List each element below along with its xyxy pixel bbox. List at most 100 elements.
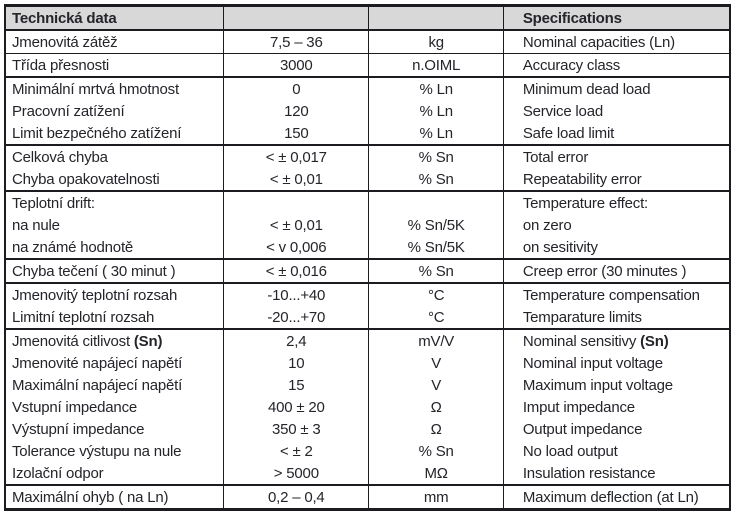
table-row: Limitní teplotní rozsah -20...+70 °C Tempar…	[5, 306, 730, 329]
table-row: na známé hodnotě < v 0,006% Sn/5K on sesit…	[5, 236, 730, 259]
table-row: Jmenovitá citlivost (Sn) 2,4 mV/V Nominal s…	[5, 329, 730, 352]
english-label-cell: on sesitivity	[522, 238, 598, 256]
table-row: Limit bezpečného zatížení 150% Ln Safe loa…	[5, 122, 730, 145]
unit-cell: kg	[368, 30, 504, 54]
english-label-cell: Nominal input voltage	[522, 354, 663, 372]
unit-cell: Ω	[368, 418, 504, 440]
value-cell: 7,5 – 36	[223, 30, 370, 54]
unit-cell: % Ln	[368, 122, 504, 145]
czech-label-cell: Jmenovité napájecí napětí	[5, 352, 225, 374]
unit-cell: % Sn/5K	[368, 214, 504, 236]
unit-cell: V	[368, 374, 504, 396]
czech-label-cell: Třída přesnosti	[5, 53, 225, 77]
value-cell: < ± 0,017	[223, 145, 370, 168]
unit-cell: % Sn	[368, 440, 504, 462]
value-cell: < ± 0,016	[223, 259, 370, 283]
table-row: Minimální mrtvá hmotnost 0% Ln Minimum dea…	[5, 77, 730, 100]
value-cell: 0	[223, 77, 370, 100]
english-label-cell: on zero	[522, 216, 572, 234]
value-cell	[223, 191, 370, 214]
table-row: na nule < ± 0,01% Sn/5K on zero	[5, 214, 730, 236]
english-label-cell: Temperature compensation	[522, 286, 700, 304]
table-row: Tolerance výstupu na nule < ± 2% Sn No loa…	[5, 440, 730, 462]
header-english-title: Specifications	[522, 9, 622, 27]
table-row: Pracovní zatížení 120% Ln Service load	[5, 100, 730, 122]
english-label-cell: Insulation resistance	[522, 464, 656, 482]
value-cell: < ± 2	[223, 440, 370, 462]
czech-label-cell: Chyba opakovatelnosti	[5, 168, 225, 191]
english-label-cell: Service load	[522, 102, 603, 120]
value-cell: 0,2 – 0,4	[223, 485, 370, 510]
table-row: Jmenovitá zátěž 7,5 – 36 kg Nominal capacit…	[5, 30, 730, 54]
english-label-cell: Minimum dead load	[522, 80, 651, 98]
unit-cell: n.OIML	[368, 53, 504, 77]
unit-cell: V	[368, 352, 504, 374]
czech-label-cell: Jmenovitá citlivost (Sn)	[5, 329, 225, 352]
unit-cell: % Ln	[368, 100, 504, 122]
unit-cell: MΩ	[368, 462, 504, 485]
english-label-cell: Temparature limits	[522, 308, 642, 326]
czech-label-cell: Tolerance výstupu na nule	[5, 440, 225, 462]
english-label-cell: Imput impedance	[522, 398, 635, 416]
czech-label-cell: na nule	[5, 214, 225, 236]
unit-cell: mV/V	[368, 329, 504, 352]
english-label-cell: Repeatability error	[522, 170, 642, 188]
english-label-cell: Output impedance	[522, 420, 643, 438]
unit-cell: % Ln	[368, 77, 504, 100]
english-label-cell: Accuracy class	[522, 56, 621, 74]
table-row: Celková chyba < ± 0,017% Sn Total error	[5, 145, 730, 168]
value-cell: -10...+40	[223, 283, 370, 306]
value-cell: > 5000	[223, 462, 370, 485]
value-cell: -20...+70	[223, 306, 370, 329]
value-cell: 400 ± 20	[223, 396, 370, 418]
table-row: Maximální ohyb ( na Ln) 0,2 – 0,4 mm Maximu…	[5, 485, 730, 510]
table-row: Izolační odpor > 5000 MΩ Insulation resista…	[5, 462, 730, 485]
english-label-cell: No load output	[522, 442, 618, 460]
english-label-cell: Maximum input voltage	[522, 376, 673, 394]
table-header-row: Technická data Specifications	[5, 5, 730, 30]
unit-cell: Ω	[368, 396, 504, 418]
value-cell: < ± 0,01	[223, 214, 370, 236]
unit-cell: % Sn/5K	[368, 236, 504, 259]
english-label-cell: Nominal capacities (Ln)	[522, 33, 675, 51]
table-row: Teplotní drift: Temperature effect:	[5, 191, 730, 214]
table-row: Chyba opakovatelnosti < ± 0,01% Sn Repeata…	[5, 168, 730, 191]
unit-cell: °C	[368, 306, 504, 329]
value-cell: 15	[223, 374, 370, 396]
unit-cell	[368, 191, 504, 214]
value-cell: 150	[223, 122, 370, 145]
table-row: Jmenovitý teplotní rozsah -10...+40 °C Temp…	[5, 283, 730, 306]
czech-label-cell: Vstupní impedance	[5, 396, 225, 418]
value-cell: 3000	[223, 53, 370, 77]
czech-label-cell: Pracovní zatížení	[5, 100, 225, 122]
value-cell: 350 ± 3	[223, 418, 370, 440]
value-cell: < v 0,006	[223, 236, 370, 259]
unit-cell: % Sn	[368, 259, 504, 283]
czech-label-cell: Jmenovitý teplotní rozsah	[5, 283, 225, 306]
english-label-cell: Creep error (30 minutes )	[522, 262, 687, 280]
value-cell: < ± 0,01	[223, 168, 370, 191]
czech-label-cell: Izolační odpor	[5, 462, 225, 485]
table-row: Chyba tečení ( 30 minut ) < ± 0,016% Sn Cr…	[5, 259, 730, 283]
czech-label-cell: na známé hodnotě	[5, 236, 225, 259]
czech-label-cell: Limitní teplotní rozsah	[5, 306, 225, 329]
unit-cell: % Sn	[368, 145, 504, 168]
value-cell: 120	[223, 100, 370, 122]
english-label-cell: Safe load limit	[522, 124, 615, 142]
czech-label-cell: Celková chyba	[5, 145, 225, 168]
czech-label-cell: Minimální mrtvá hmotnost	[5, 77, 225, 100]
table-row: Výstupní impedance 350 ± 3 Ω Output impedan…	[5, 418, 730, 440]
specifications-table: Technická data Specifications Jmenovitá …	[4, 4, 731, 511]
unit-cell: mm	[368, 485, 504, 510]
czech-label-cell: Maximální napájecí napětí	[5, 374, 225, 396]
czech-label-cell: Jmenovitá zátěž	[5, 30, 225, 54]
unit-cell: % Sn	[368, 168, 504, 191]
header-value-column	[223, 5, 370, 30]
value-cell: 10	[223, 352, 370, 374]
czech-label-cell: Limit bezpečného zatížení	[5, 122, 225, 145]
english-label-cell: Temperature effect:	[522, 194, 649, 212]
unit-cell: °C	[368, 283, 504, 306]
english-label-cell: Maximum deflection (at Ln)	[522, 488, 699, 506]
value-cell: 2,4	[223, 329, 370, 352]
czech-label-cell: Maximální ohyb ( na Ln)	[5, 485, 225, 510]
